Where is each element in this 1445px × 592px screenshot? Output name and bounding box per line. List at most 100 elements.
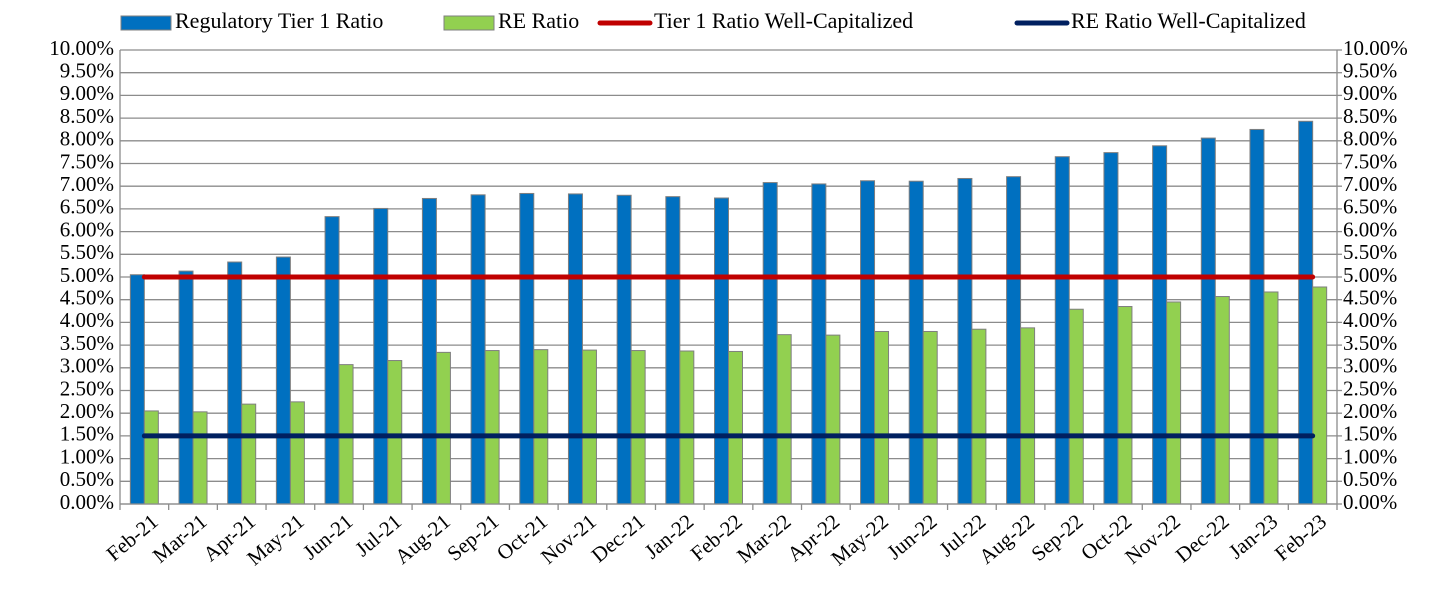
y-tick-label: 8.00% [60,127,114,151]
y-tick-label: 8.50% [60,104,114,128]
y-tick-label: 7.50% [60,149,114,173]
x-tick-label: Aug-22 [974,509,1039,569]
y2-tick-label: 7.00% [1343,172,1397,196]
y2-tick-label: 1.50% [1343,422,1397,446]
y2-tick-label: 6.50% [1343,195,1397,219]
bar [1214,296,1230,505]
x-tick-label: Nov-21 [536,509,601,569]
bar [665,196,681,505]
bar [1006,176,1022,505]
y2-tick-label: 5.50% [1343,240,1397,264]
bar [289,401,305,505]
bar [1312,286,1328,505]
bar [387,360,403,505]
y-tick-label: 4.50% [60,286,114,310]
x-tick-label: Sep-22 [1027,509,1088,566]
y2-tick-label: 2.50% [1343,376,1397,400]
x-tick-label: Aug-21 [390,509,455,569]
x-tick-label: Mar-21 [148,509,211,568]
bar [776,334,792,505]
bar [241,403,257,505]
bar [811,183,827,505]
bar [567,193,583,505]
y-tick-label: 5.00% [60,263,114,287]
legend-label: Regulatory Tier 1 Ratio [175,8,383,33]
y-tick-label: 6.00% [60,217,114,241]
bar [1200,137,1216,505]
y2-tick-label: 7.50% [1343,149,1397,173]
y2-tick-label: 5.00% [1343,263,1397,287]
bar [1117,306,1133,505]
y2-tick-label: 3.00% [1343,354,1397,378]
bar [971,328,987,505]
legend-label: RE Ratio [498,8,579,33]
bar [1068,308,1084,505]
bar [470,194,486,505]
y-tick-label: 0.50% [60,467,114,491]
bar [1298,120,1314,505]
bar [679,350,695,505]
bar [178,270,194,505]
x-tick-label: Jun-22 [882,509,941,564]
bar [1152,145,1168,505]
y2-tick-label: 0.50% [1343,467,1397,491]
y-tick-label: 4.00% [60,308,114,332]
bar [1020,327,1036,505]
x-tick-label: Dec-21 [587,509,650,567]
y2-tick-label: 8.00% [1343,127,1397,151]
y2-tick-label: 8.50% [1343,104,1397,128]
x-tick-label: Nov-22 [1120,509,1185,569]
bar [714,197,729,505]
x-tick-label: Jan-22 [640,509,698,563]
x-tick-label: Sep-21 [442,509,503,566]
bar [1249,128,1265,505]
y-tick-label: 2.50% [60,376,114,400]
bar [373,207,389,505]
legend-label: RE Ratio Well-Capitalized [1071,8,1306,33]
bar [922,330,938,505]
bar [421,197,437,505]
bar [728,350,743,505]
y2-tick-label: 9.00% [1343,81,1397,105]
y2-tick-label: 0.00% [1343,490,1397,514]
bar [616,194,632,505]
y-tick-label: 9.50% [60,59,114,83]
y-tick-label: 0.00% [60,490,114,514]
y2-tick-label: 1.00% [1343,444,1397,468]
bar [825,334,841,505]
bar [874,330,890,505]
y2-tick-label: 10.00% [1343,36,1408,60]
y-tick-label: 5.50% [60,240,114,264]
y2-tick-label: 9.50% [1343,59,1397,83]
y2-tick-label: 4.00% [1343,308,1397,332]
bar [484,350,500,505]
legend-label: Tier 1 Ratio Well-Capitalized [654,8,913,33]
bar [957,177,973,505]
bar [860,180,876,505]
legend-swatch [443,15,495,31]
x-tick-label: Jan-23 [1224,509,1282,563]
bar [581,349,597,505]
y2-tick-label: 6.00% [1343,217,1397,241]
y-tick-label: 1.00% [60,444,114,468]
y2-tick-label: 3.50% [1343,331,1397,355]
y-tick-label: 9.00% [60,81,114,105]
bar [908,180,924,505]
bar [519,192,535,505]
x-tick-label: Dec-22 [1171,509,1234,567]
bar [129,274,145,505]
bar [762,182,778,505]
y-tick-label: 1.50% [60,422,114,446]
x-tick-label: Jun-21 [298,509,357,564]
bar [1166,301,1182,505]
bar [1054,156,1070,505]
y-tick-label: 2.00% [60,399,114,423]
bar [275,256,291,505]
bar [1103,152,1119,505]
y2-tick-label: 4.50% [1343,286,1397,310]
y-tick-label: 3.00% [60,354,114,378]
x-tick-label: Feb-23 [1270,509,1331,566]
y-tick-label: 10.00% [49,36,114,60]
y2-tick-label: 2.00% [1343,399,1397,423]
